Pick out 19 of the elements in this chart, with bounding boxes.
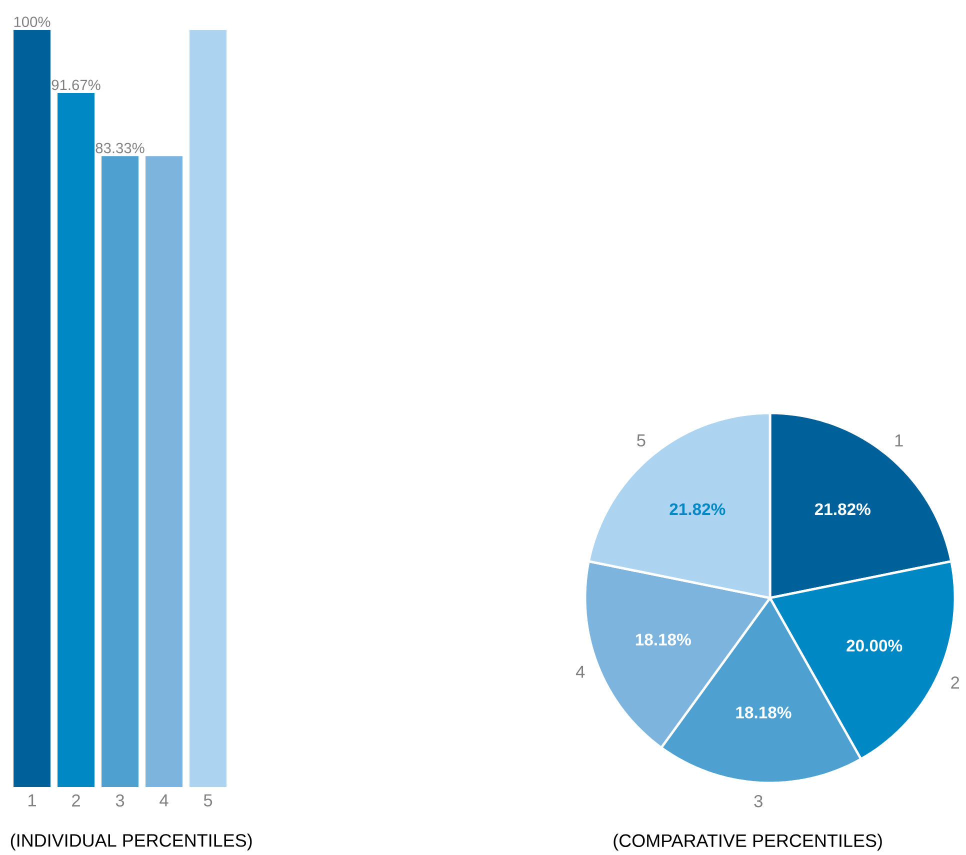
data-label: 83.33% (96, 142, 144, 154)
data-label: 91.67% (52, 80, 100, 90)
x-tick-label: 5 (204, 794, 212, 806)
slice-label: 2 (951, 676, 960, 689)
x-tick-label: 2 (72, 794, 80, 806)
slice-label: 1 (895, 434, 903, 446)
text: (COMPARATIVE PERCENTILES) (614, 834, 882, 851)
slice-label: 4 (576, 666, 585, 678)
data-label: 100% (14, 16, 50, 28)
slice-label: 5 (637, 434, 646, 446)
x-tick-label: 1 (28, 794, 36, 806)
x-tick-label: 3 (116, 794, 124, 807)
data-label: 20.00% (846, 640, 902, 652)
data-label: 21.82% (670, 503, 726, 516)
text: (INDIVIDUAL PERCENTILES) (10, 834, 252, 850)
data-label: 21.82% (814, 503, 870, 516)
data-label: 18.18% (636, 634, 691, 646)
data-label: 18.18% (736, 706, 792, 718)
x-tick-label: 4 (160, 794, 168, 806)
